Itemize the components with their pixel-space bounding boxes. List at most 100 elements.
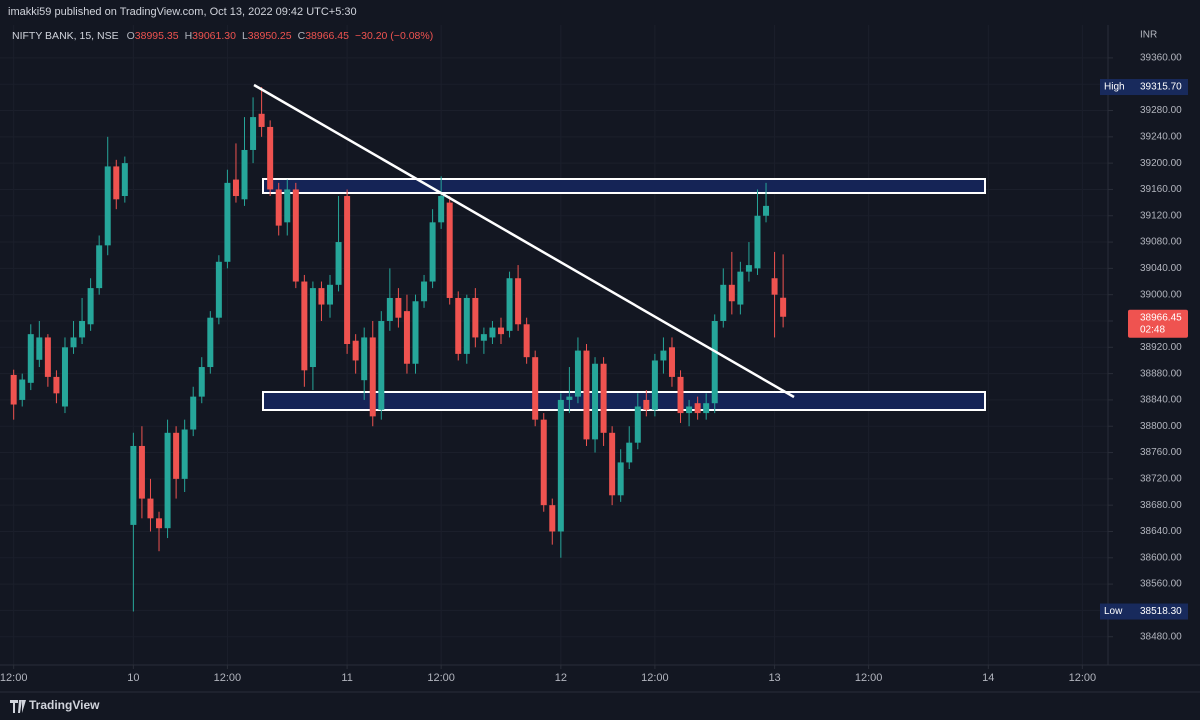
candle-body xyxy=(754,215,761,269)
legend-key: C xyxy=(298,30,306,42)
candle-body xyxy=(309,288,316,368)
candle-body xyxy=(643,399,650,410)
candle-body xyxy=(677,376,684,414)
legend-symbol: NIFTY BANK, 15, NSE xyxy=(12,30,119,42)
x-tick-label: 12:00 xyxy=(855,672,883,684)
y-tick-label: 39280.00 xyxy=(1140,105,1182,116)
x-tick-label: 12:00 xyxy=(641,672,669,684)
candle-body xyxy=(566,396,573,400)
x-tick-label: 12:00 xyxy=(1069,672,1097,684)
candle-body xyxy=(156,518,163,529)
candle-body xyxy=(446,202,453,298)
candle-body xyxy=(660,350,667,361)
x-tick-label: 12:00 xyxy=(0,672,27,684)
candle-body xyxy=(549,505,556,532)
low-marker-value: 38518.30 xyxy=(1140,606,1182,617)
x-tick-label: 12:00 xyxy=(427,672,455,684)
candle-body xyxy=(574,350,581,397)
candle-body xyxy=(335,242,342,285)
candle-body xyxy=(532,357,539,420)
candle-body xyxy=(121,163,128,197)
drawings xyxy=(262,178,986,411)
y-tick-label: 39200.00 xyxy=(1140,158,1182,169)
candle-body xyxy=(378,320,385,410)
x-tick-label: 11 xyxy=(341,672,352,684)
time-axis: 12:00 10 12:00 11 12:00 12 12:00 13 12:00 14 12:00 xyxy=(0,665,1096,684)
last-price-box xyxy=(1128,309,1188,338)
candle-body xyxy=(780,297,787,317)
candle-body xyxy=(36,337,43,360)
x-tick-label: 12:00 xyxy=(214,672,242,684)
y-tick-label: 38600.00 xyxy=(1140,552,1182,563)
y-tick-label: 39040.00 xyxy=(1140,263,1182,274)
candle-body xyxy=(198,367,205,397)
y-tick-label: 39240.00 xyxy=(1140,131,1182,142)
y-tick-label: 39120.00 xyxy=(1140,210,1182,221)
candle-body xyxy=(19,379,26,400)
x-tick-label: 10 xyxy=(127,672,139,684)
candle-body xyxy=(344,196,351,345)
resistance-zone xyxy=(262,178,986,194)
candle-body xyxy=(728,284,735,302)
candle-body xyxy=(600,363,607,433)
support-zone xyxy=(262,391,986,411)
candle-body xyxy=(173,432,180,479)
legend-value: 38966.45 xyxy=(305,30,349,42)
candle-body xyxy=(181,429,188,479)
y-tick-label: 38760.00 xyxy=(1140,447,1182,458)
footer-logo: TradingView xyxy=(10,698,100,713)
candle-body xyxy=(438,196,445,223)
candle-body xyxy=(651,360,658,410)
candle-body xyxy=(506,278,513,331)
last-price-countdown: 02:48 xyxy=(1140,324,1165,335)
y-tick-label: 38640.00 xyxy=(1140,526,1182,537)
header-title: imakki59 published on TradingView.com, O… xyxy=(8,6,357,18)
legend-key: O xyxy=(127,30,135,42)
candles xyxy=(10,87,787,612)
candle-body xyxy=(292,189,299,282)
candle-body xyxy=(720,284,727,321)
y-tick-label: 39160.00 xyxy=(1140,184,1182,195)
candle-body xyxy=(27,334,34,383)
candle-body xyxy=(53,376,60,394)
candle-body xyxy=(258,113,265,127)
candle-body xyxy=(617,462,624,496)
last-price-value: 38966.45 xyxy=(1140,312,1182,323)
candle-body xyxy=(592,363,599,440)
x-tick-label: 13 xyxy=(768,672,780,684)
candle-body xyxy=(583,350,590,440)
y-tick-label: 38920.00 xyxy=(1140,342,1182,353)
candle-body xyxy=(352,340,359,361)
candle-body xyxy=(763,205,770,216)
candle-body xyxy=(771,278,778,295)
legend: NIFTY BANK, 15, NSE O38995.35 H39061.30 L38… xyxy=(12,30,433,42)
y-tick-label: 38840.00 xyxy=(1140,395,1182,406)
candle-body xyxy=(327,284,334,305)
candle-body xyxy=(207,317,214,368)
y-tick-label: 38480.00 xyxy=(1140,631,1182,642)
candle-body xyxy=(232,179,239,197)
y-tick-label: 38880.00 xyxy=(1140,368,1182,379)
candle-body xyxy=(455,297,462,354)
legend-value: 38995.35 xyxy=(135,30,179,42)
x-tick-label: 12 xyxy=(555,672,567,684)
x-tick-label: 14 xyxy=(982,672,994,684)
candle-body xyxy=(241,149,248,200)
legend-key: L xyxy=(242,30,248,42)
candle-body xyxy=(215,261,222,318)
candle-body xyxy=(190,396,197,430)
candle-body xyxy=(686,406,693,414)
candle-body xyxy=(668,347,675,377)
candle-body xyxy=(130,445,137,525)
y-tick-label: 38800.00 xyxy=(1140,421,1182,432)
candle-body xyxy=(737,271,744,305)
candle-body xyxy=(138,445,145,499)
candle-body xyxy=(694,403,701,414)
candle-body xyxy=(164,432,171,529)
high-marker-label: High xyxy=(1104,82,1125,93)
candle-body xyxy=(703,403,710,414)
currency: INR xyxy=(1140,30,1157,41)
candle-body xyxy=(44,337,51,377)
legend-value: 39061.30 xyxy=(192,30,236,42)
candle-body xyxy=(429,222,436,282)
